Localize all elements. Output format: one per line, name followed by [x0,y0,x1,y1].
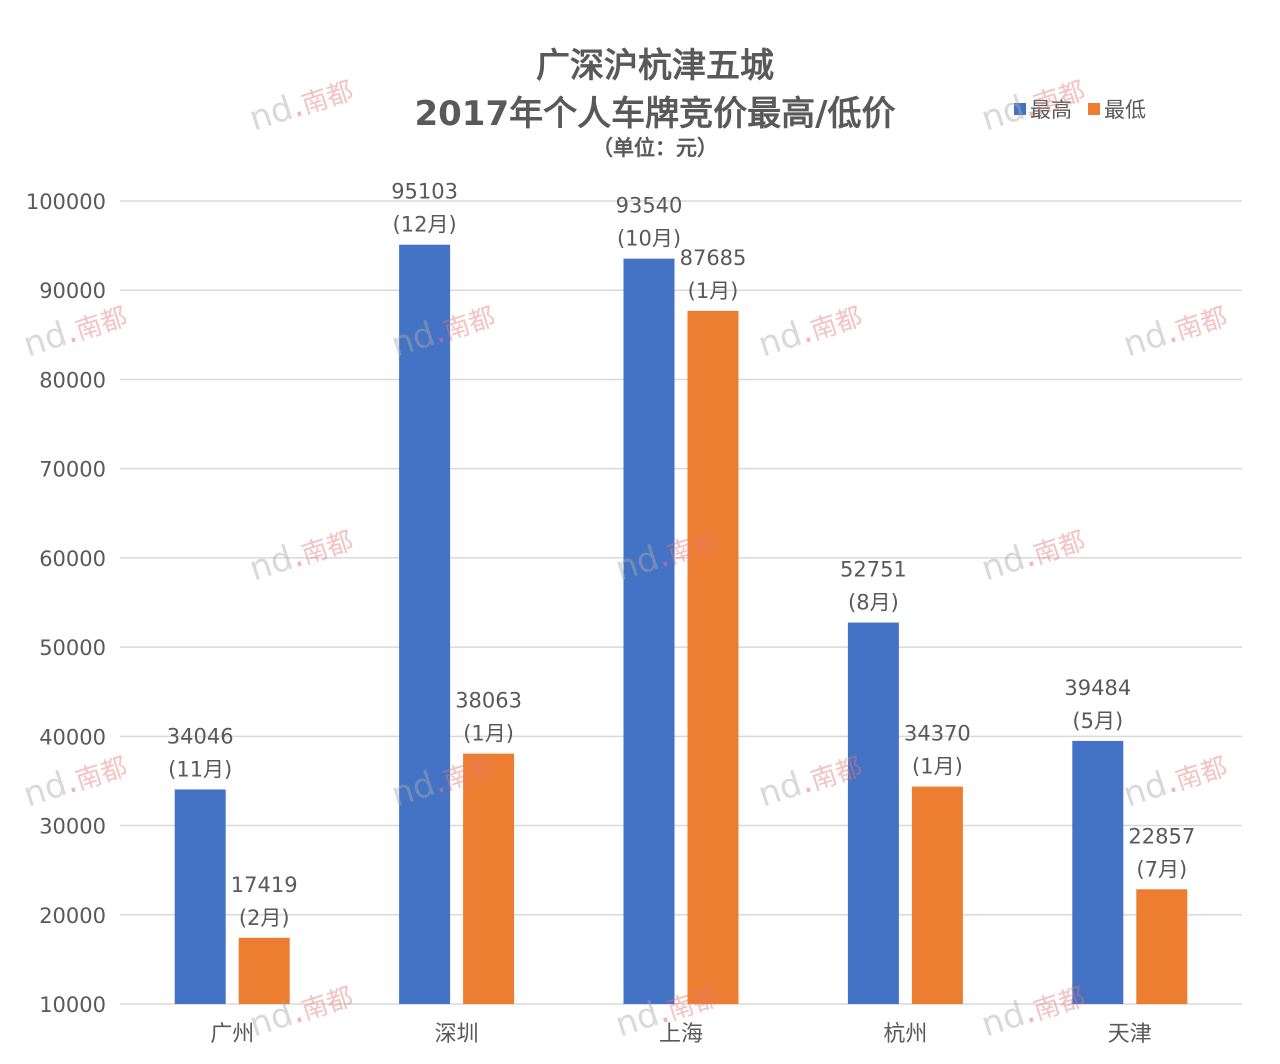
data-label-month: (11月) [168,757,232,781]
data-label-value: 17419 [231,873,298,897]
x-category-label: 杭州 [883,1022,927,1047]
legend-swatch-min [1088,103,1100,115]
data-label-month: (2月) [239,906,290,930]
data-label-month: (1月) [688,279,739,303]
chart-legend: 最高 最低 [1014,94,1162,124]
y-tick-label: 10000 [39,993,106,1017]
data-label-month: (5月) [1072,709,1123,733]
data-label-month: (7月) [1136,857,1187,881]
x-category-label: 广州 [210,1022,254,1047]
data-label-value: 38063 [455,689,522,713]
y-tick-label: 90000 [39,279,106,303]
bar [911,786,963,1004]
y-tick-label: 100000 [26,190,106,214]
bar [463,753,515,1004]
data-label-value: 95103 [391,180,458,204]
data-label-month: (10月) [617,227,681,251]
y-tick-label: 80000 [39,368,106,392]
bar [623,258,675,1004]
data-label-value: 34046 [167,724,234,748]
bar [399,244,451,1004]
legend-item-max: 最高 [1014,94,1072,124]
y-tick-label: 40000 [39,725,106,749]
bar [1072,740,1124,1004]
data-label-value: 93540 [616,194,683,218]
data-label-month: (1月) [463,722,514,746]
chart-title-line1: 广深沪杭津五城 [536,46,774,86]
legend-label-min: 最低 [1104,98,1146,122]
chart-title-line2: 2017年个人车牌竞价最高/低价 [414,94,896,134]
data-label-value: 87685 [680,246,747,270]
data-label-month: (1月) [912,755,963,779]
y-tick-label: 20000 [39,904,106,928]
data-label-month: (8月) [848,591,899,615]
legend-item-min: 最低 [1088,94,1146,124]
y-tick-label: 50000 [39,636,106,660]
legend-label-max: 最高 [1030,98,1072,122]
data-label-value: 34370 [904,722,971,746]
bar [1136,889,1188,1004]
bar [174,789,226,1004]
x-category-label: 天津 [1108,1022,1152,1047]
x-category-label: 上海 [659,1022,703,1047]
y-tick-label: 30000 [39,815,106,839]
data-label-value: 39484 [1064,676,1131,700]
bar [847,622,899,1004]
x-category-label: 深圳 [435,1022,479,1047]
y-tick-label: 60000 [39,547,106,571]
data-label-value: 52751 [840,558,907,582]
data-label-value: 22857 [1128,824,1195,848]
legend-swatch-max [1014,103,1026,115]
data-label-month: (12月) [393,213,457,237]
bar [687,310,739,1004]
y-tick-label: 70000 [39,458,106,482]
chart-unit-label: （单位：元） [592,136,718,160]
bar [238,937,290,1004]
